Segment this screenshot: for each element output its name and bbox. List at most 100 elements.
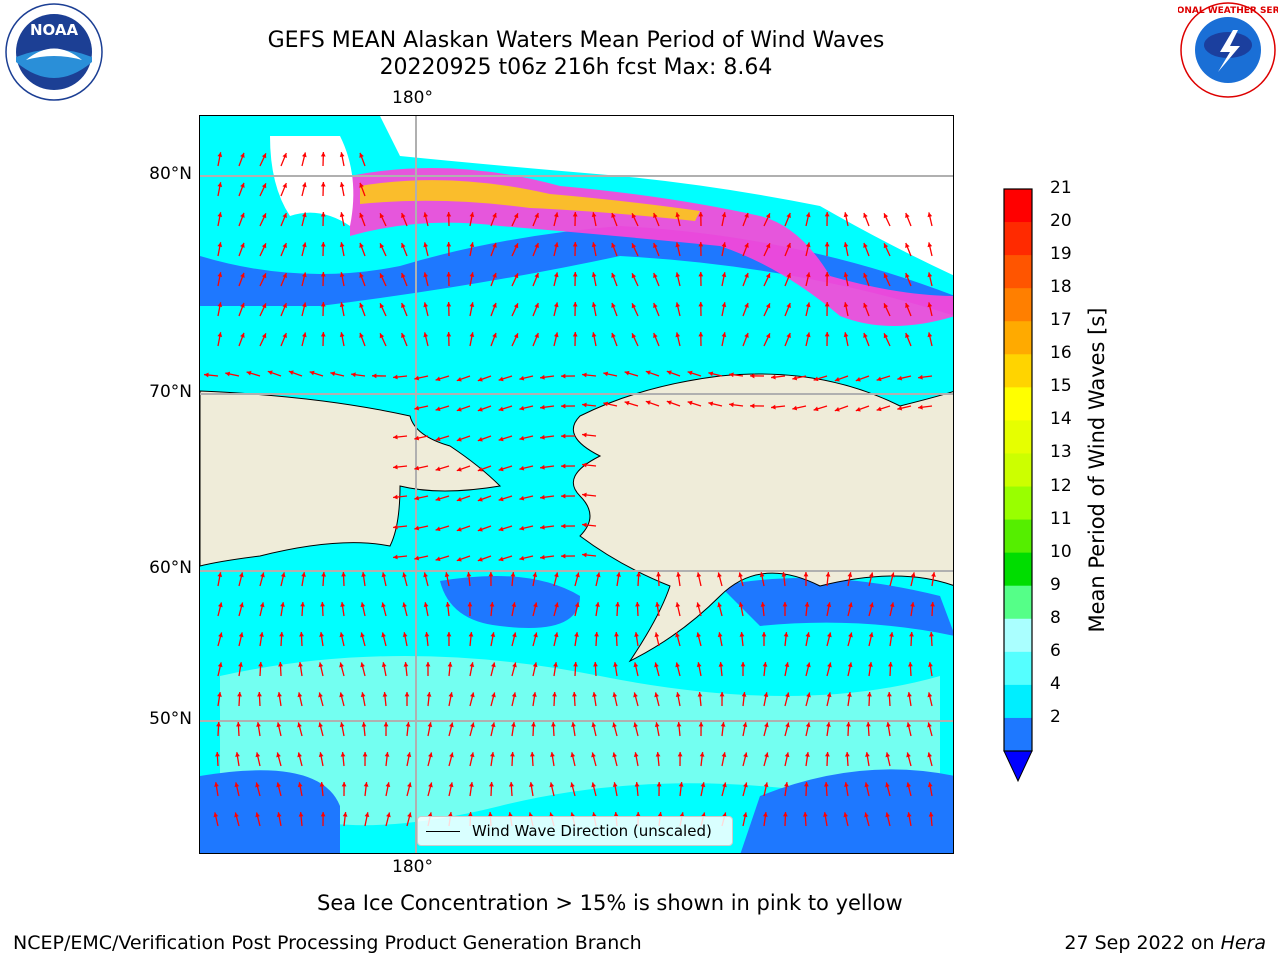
wind-wave-arrowhead xyxy=(784,662,790,668)
wind-wave-arrowhead xyxy=(298,662,303,667)
wind-wave-arrowhead xyxy=(401,273,406,279)
wind-wave-arrowhead xyxy=(404,692,410,697)
wind-wave-arrowhead xyxy=(805,752,810,757)
wind-wave-arrowhead xyxy=(572,272,578,277)
wind-wave-arrowhead xyxy=(929,632,934,637)
wind-wave-arrowhead xyxy=(282,333,287,339)
wind-wave-arrowhead xyxy=(470,692,475,698)
wind-wave-arrowhead xyxy=(863,212,868,218)
wind-wave-arrowhead xyxy=(519,495,525,501)
wind-wave-arrowhead xyxy=(234,812,239,818)
wind-wave-arrowhead xyxy=(582,402,587,408)
wind-wave-arrowhead xyxy=(488,572,494,577)
wind-wave-arrowhead xyxy=(603,401,609,407)
wind-wave-arrowhead xyxy=(700,782,706,788)
wind-wave-arrowhead xyxy=(318,662,324,668)
wind-wave-arrowhead xyxy=(301,272,307,278)
wind-wave-arrowhead xyxy=(498,526,504,532)
wind-wave-arrowhead xyxy=(698,722,704,727)
wind-wave-arrowhead xyxy=(582,552,587,558)
wind-wave-arrowhead xyxy=(765,273,771,279)
wind-wave-arrowhead xyxy=(764,722,769,728)
wind-wave-arrowhead xyxy=(267,370,273,376)
colorbar-tick-label: 8 xyxy=(1050,607,1061,628)
wind-wave-arrowhead xyxy=(624,400,630,406)
lat-label-70: 70°N xyxy=(149,382,192,402)
wind-wave-arrowhead xyxy=(301,152,307,158)
wind-wave-arrowhead xyxy=(379,243,385,249)
wind-wave-arrowhead xyxy=(591,722,597,728)
wind-wave-arrowhead xyxy=(698,212,704,217)
colorbar-tick-label: 10 xyxy=(1050,541,1072,562)
wind-wave-arrowhead xyxy=(532,692,537,697)
wind-wave-arrowhead xyxy=(744,242,749,248)
wind-wave-arrowhead xyxy=(843,212,849,218)
wind-wave-arrowhead xyxy=(635,602,640,607)
wind-wave-arrowhead xyxy=(236,722,241,727)
wind-wave-arrowhead xyxy=(217,332,223,338)
wind-wave-arrowhead xyxy=(406,752,412,758)
wind-wave-arrowhead xyxy=(863,242,868,248)
wind-wave-arrowhead xyxy=(905,333,910,338)
wind-wave-arrowhead xyxy=(342,812,348,817)
wind-wave-arrowhead xyxy=(540,464,545,470)
wind-wave-arrowhead xyxy=(918,404,923,410)
wind-wave-arrowhead xyxy=(552,692,557,697)
wind-wave-arrowhead xyxy=(339,632,345,638)
wind-wave-arrowhead xyxy=(379,273,385,279)
wind-wave-arrowhead xyxy=(393,434,398,440)
wind-wave-arrowhead xyxy=(740,662,746,667)
wind-wave-arrowhead xyxy=(385,782,391,788)
wind-wave-arrowhead xyxy=(540,494,545,500)
wind-wave-arrowhead xyxy=(533,632,538,638)
ocean-mid-period xyxy=(220,656,940,826)
wind-wave-arrowhead xyxy=(492,332,497,338)
wind-wave-arrowhead xyxy=(320,242,326,247)
wind-wave-arrowhead xyxy=(360,692,366,698)
sea-ice-note: Sea Ice Concentration > 15% is shown in … xyxy=(317,891,903,915)
wind-wave-arrowhead xyxy=(762,812,768,817)
wind-wave-arrowhead xyxy=(534,303,539,309)
wind-wave-arrowhead xyxy=(571,722,576,727)
wind-wave-arrowhead xyxy=(561,373,566,379)
wind-wave-arrowhead xyxy=(492,242,497,248)
wind-wave-arrowhead xyxy=(803,572,809,577)
wind-wave-arrowhead xyxy=(782,602,788,607)
wind-wave-arrowhead xyxy=(633,692,638,698)
wind-wave-arrowhead xyxy=(927,752,932,758)
wind-wave-arrowhead xyxy=(492,212,497,218)
wind-wave-arrowhead xyxy=(631,273,637,279)
wind-wave-arrowhead xyxy=(572,212,578,217)
wind-wave-arrowhead xyxy=(848,632,853,638)
wind-wave-arrowhead xyxy=(320,272,326,277)
wind-wave-arrowhead xyxy=(824,242,830,247)
wind-wave-arrowhead xyxy=(631,243,637,249)
lat-label-80: 80°N xyxy=(149,164,192,184)
wind-wave-arrowhead xyxy=(786,303,791,308)
wind-wave-arrowhead xyxy=(448,782,454,788)
wind-wave-arrowhead xyxy=(633,662,639,668)
wind-wave-arrowhead xyxy=(414,555,420,561)
wind-wave-arrowhead xyxy=(905,213,910,218)
wind-wave-arrowhead xyxy=(824,212,830,217)
wind-wave-arrowhead xyxy=(763,782,769,788)
wind-wave-arrowhead xyxy=(276,812,282,818)
wind-wave-arrowhead xyxy=(217,692,222,697)
wind-wave-arrowhead xyxy=(910,572,916,578)
wind-wave-arrowhead xyxy=(834,376,840,382)
wind-wave-arrowhead xyxy=(843,332,849,338)
wind-wave-arrowhead xyxy=(721,302,727,308)
wind-wave-arrowhead xyxy=(225,371,231,377)
wind-wave-arrowhead xyxy=(603,371,609,377)
wind-wave-arrowhead xyxy=(868,632,874,638)
wind-wave-arrowhead xyxy=(257,692,262,697)
wind-wave-arrowhead xyxy=(477,557,483,562)
wind-wave-arrowhead xyxy=(611,272,616,278)
wind-wave-arrowhead xyxy=(297,722,302,728)
wind-wave-arrowhead xyxy=(653,273,658,279)
wind-wave-arrowhead xyxy=(255,752,261,758)
wind-wave-arrowhead xyxy=(885,812,891,818)
wind-wave-arrowhead xyxy=(512,662,517,668)
wind-wave-arrowhead xyxy=(889,632,894,637)
wind-wave-arrowhead xyxy=(393,554,398,560)
